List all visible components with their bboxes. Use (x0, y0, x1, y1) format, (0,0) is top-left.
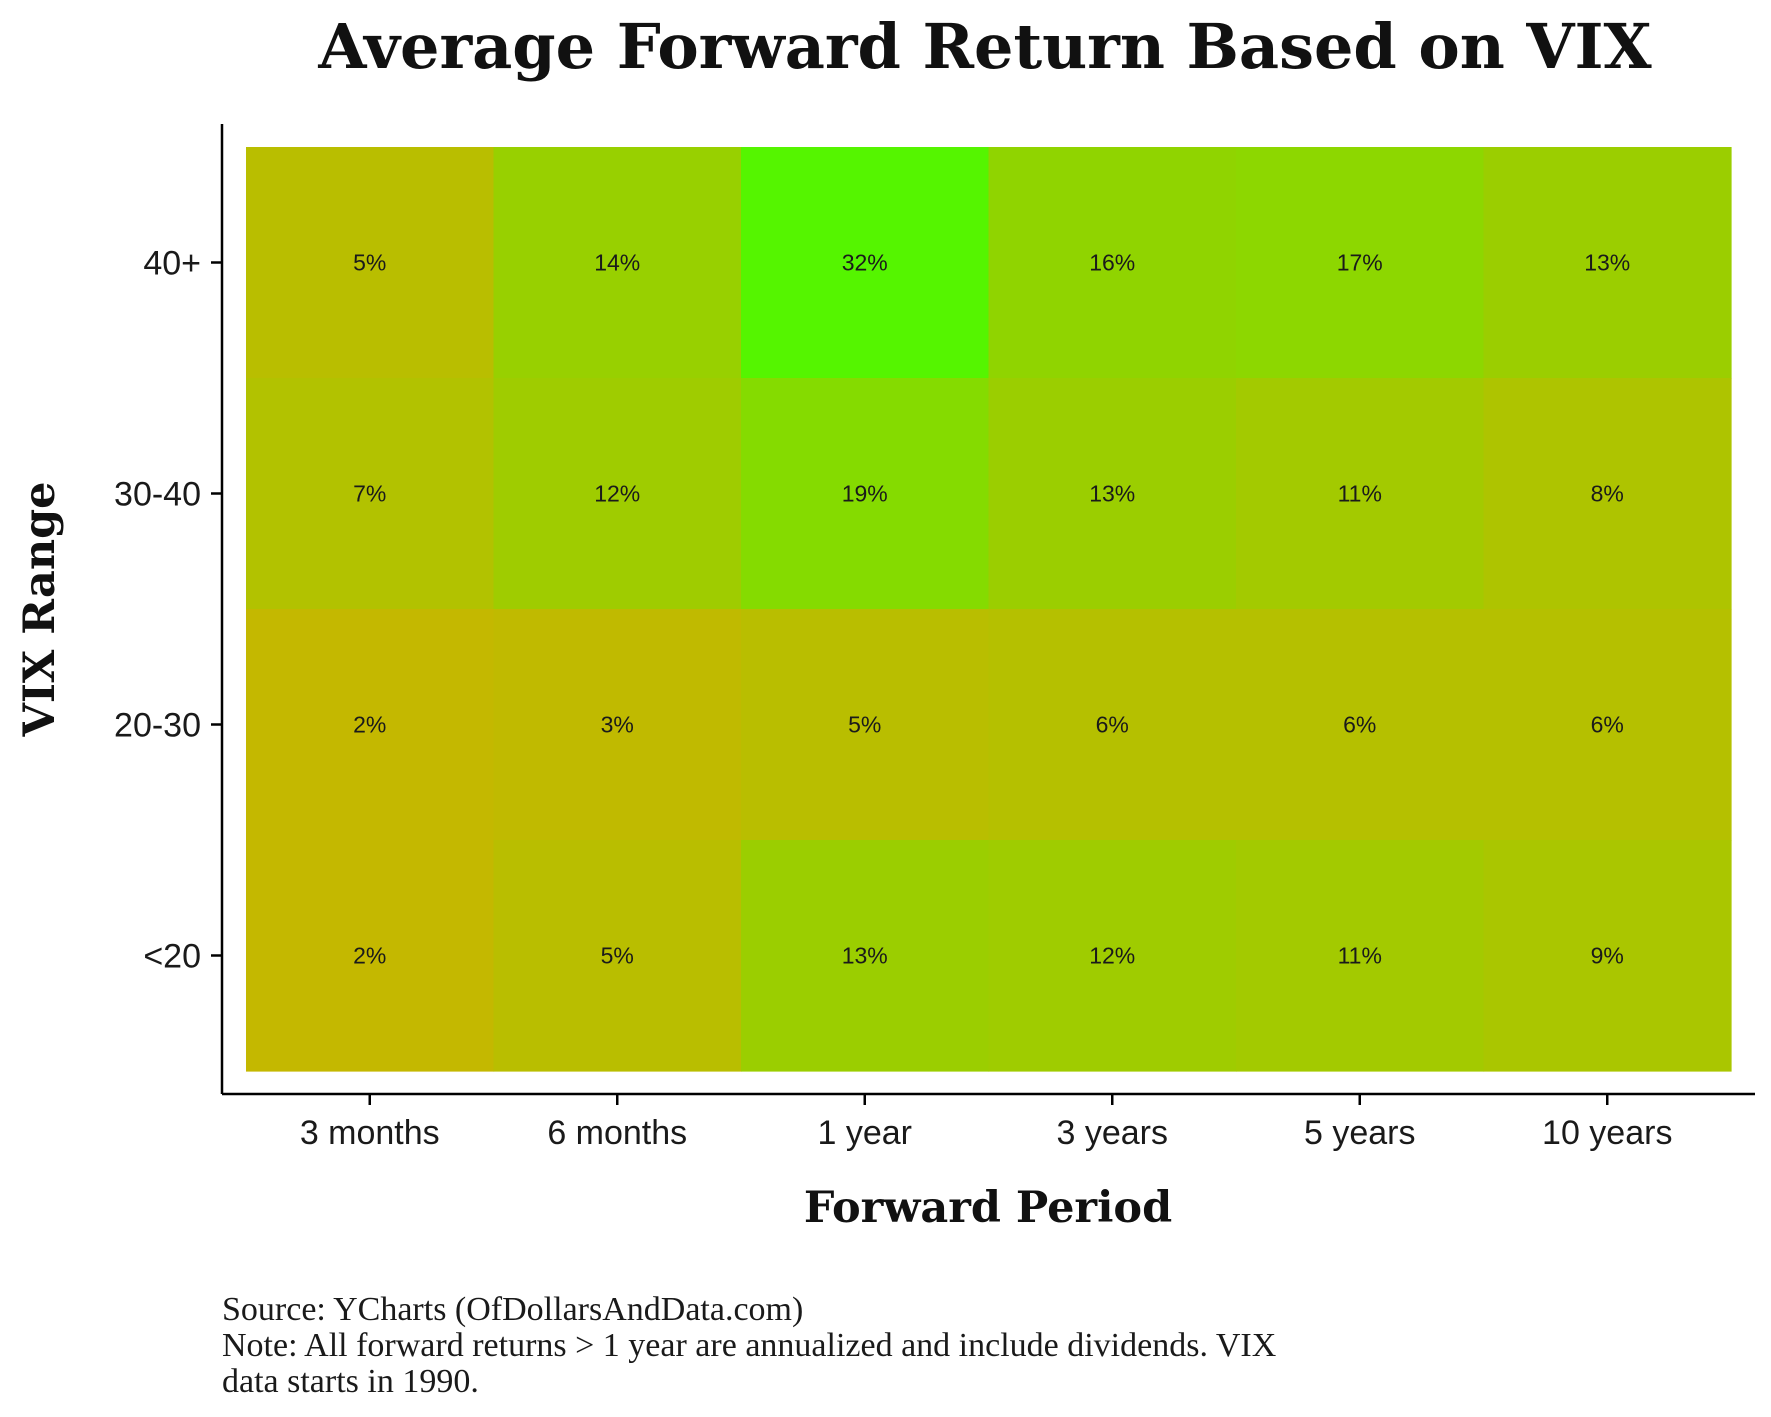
source-caption: Source: YCharts (OfDollarsAndData.com) (222, 1291, 803, 1328)
cell-value-label: 16% (1089, 250, 1135, 276)
heatmap-cell-lt20-10-years (1483, 840, 1732, 1072)
cell-value-label: 5% (848, 712, 881, 738)
note-caption-line-1: Note: All forward returns > 1 year are a… (222, 1327, 1276, 1364)
cell-value-label: 12% (1089, 943, 1135, 969)
heatmap-cell-lt20-3-years (988, 840, 1237, 1072)
heatmap-cell-20-30-5-years (1236, 609, 1485, 841)
y-axis-ticks: 40+ 30-40 20-30 <20 (114, 245, 222, 976)
cell-value-label: 6% (1591, 712, 1624, 738)
x-axis-ticks: 3 months 6 months 1 year 3 years 5 years 10 y… (300, 1094, 1672, 1152)
heatmap-cell-30-40-10-years (1483, 378, 1732, 610)
chart-title: Average Forward Return Based on VIX (317, 10, 1652, 83)
cell-value-label: 13% (1584, 250, 1630, 276)
cell-value-label: 32% (842, 250, 888, 276)
heatmap-cell-30-40-3-years (988, 378, 1237, 610)
heatmap-cell-20-30-10-years (1483, 609, 1732, 841)
heatmap-cell-30-40-1-year (741, 378, 990, 610)
cell-value-label: 11% (1338, 481, 1382, 507)
cell-value-label: 3% (601, 712, 634, 738)
heatmap-cell-20-30-3-months (246, 609, 495, 841)
heatmap-cell-40plus-10-years (1483, 147, 1732, 379)
cell-value-label: 5% (601, 943, 634, 969)
heatmap-cell-40plus-5-years (1236, 147, 1485, 379)
x-tick-label: 1 year (818, 1114, 913, 1152)
heatmap-cell-40plus-3-months (246, 147, 495, 379)
y-axis-title: VIX Range (15, 481, 65, 737)
cell-value-label: 13% (1089, 481, 1135, 507)
cell-value-label: 9% (1591, 943, 1624, 969)
heatmap-cell-lt20-1-year (741, 840, 990, 1072)
cell-value-label: 2% (353, 943, 386, 969)
cell-value-label: 7% (353, 481, 386, 507)
cell-value-label: 5% (353, 250, 386, 276)
cell-value-label: 8% (1591, 481, 1624, 507)
heatmap-cell-40plus-6-months (493, 147, 742, 379)
cell-value-label: 6% (1343, 712, 1376, 738)
cell-value-label: 11% (1338, 943, 1382, 969)
cell-value-label: 6% (1096, 712, 1129, 738)
y-tick-label: 30-40 (114, 476, 201, 514)
cell-value-label: 2% (353, 712, 386, 738)
y-tick-label: <20 (143, 938, 201, 976)
x-axis-title: Forward Period (804, 1183, 1172, 1233)
heatmap-cell-lt20-3-months (246, 840, 495, 1072)
cell-value-label: 13% (842, 943, 888, 969)
cell-value-label: 19% (842, 481, 888, 507)
x-tick-label: 10 years (1542, 1114, 1672, 1152)
heatmap-cell-30-40-3-months (246, 378, 495, 610)
heatmap-cell-lt20-5-years (1236, 840, 1485, 1072)
heatmap-cell-40plus-3-years (988, 147, 1237, 379)
x-tick-label: 3 months (300, 1114, 440, 1152)
heatmap-cell-30-40-5-years (1236, 378, 1485, 610)
heatmap-cell-lt20-6-months (493, 840, 742, 1072)
heatmap-cell-20-30-3-years (988, 609, 1237, 841)
cell-value-label: 14% (594, 250, 640, 276)
heatmap-cell-30-40-6-months (493, 378, 742, 610)
note-caption-line-2: data starts in 1990. (222, 1363, 479, 1400)
x-tick-label: 5 years (1304, 1114, 1416, 1152)
heatmap-cells (246, 147, 1732, 1072)
heatmap-cell-20-30-6-months (493, 609, 742, 841)
x-tick-label: 6 months (547, 1114, 687, 1152)
y-tick-label: 20-30 (114, 707, 201, 745)
cell-value-label: 12% (594, 481, 640, 507)
x-tick-label: 3 years (1057, 1114, 1169, 1152)
cell-value-label: 17% (1337, 250, 1383, 276)
heatmap-cell-20-30-1-year (741, 609, 990, 841)
y-tick-label: 40+ (143, 245, 201, 283)
heatmap-cell-40plus-1-year (741, 147, 990, 379)
heatmap-cell-labels: 5% 14% 32% 16% 17% 13% 7% 12% 19% 13% 11% 8% 2% 3% 5% 6… (353, 250, 1630, 969)
